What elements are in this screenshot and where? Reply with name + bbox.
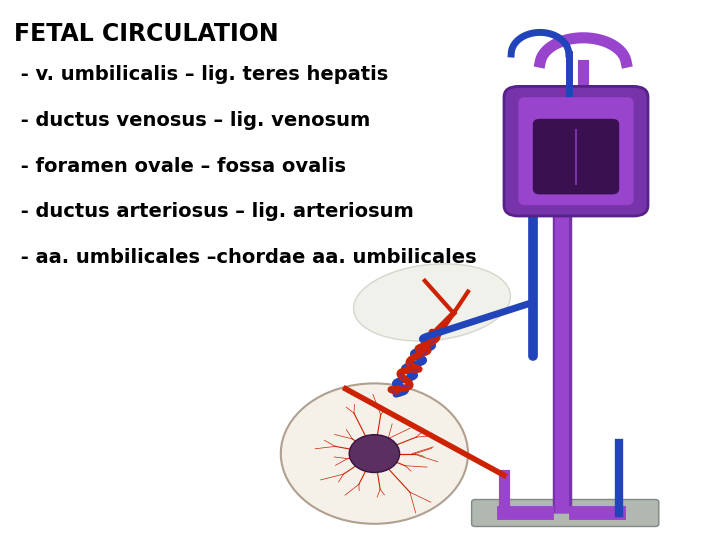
FancyBboxPatch shape (533, 119, 619, 194)
FancyBboxPatch shape (518, 97, 634, 205)
Circle shape (281, 383, 468, 524)
Text: - ductus arteriosus – lig. arteriosum: - ductus arteriosus – lig. arteriosum (14, 202, 414, 221)
Text: FETAL CIRCULATION: FETAL CIRCULATION (14, 22, 279, 45)
Circle shape (349, 435, 400, 472)
FancyBboxPatch shape (472, 500, 659, 526)
Text: - ductus venosus – lig. venosum: - ductus venosus – lig. venosum (14, 111, 371, 130)
Text: - foramen ovale – fossa ovalis: - foramen ovale – fossa ovalis (14, 157, 346, 176)
Ellipse shape (354, 264, 510, 341)
Text: - aa. umbilicales –chordae aa. umbilicales: - aa. umbilicales –chordae aa. umbilical… (14, 248, 477, 267)
FancyBboxPatch shape (504, 86, 648, 216)
Text: - v. umbilicalis – lig. teres hepatis: - v. umbilicalis – lig. teres hepatis (14, 65, 389, 84)
